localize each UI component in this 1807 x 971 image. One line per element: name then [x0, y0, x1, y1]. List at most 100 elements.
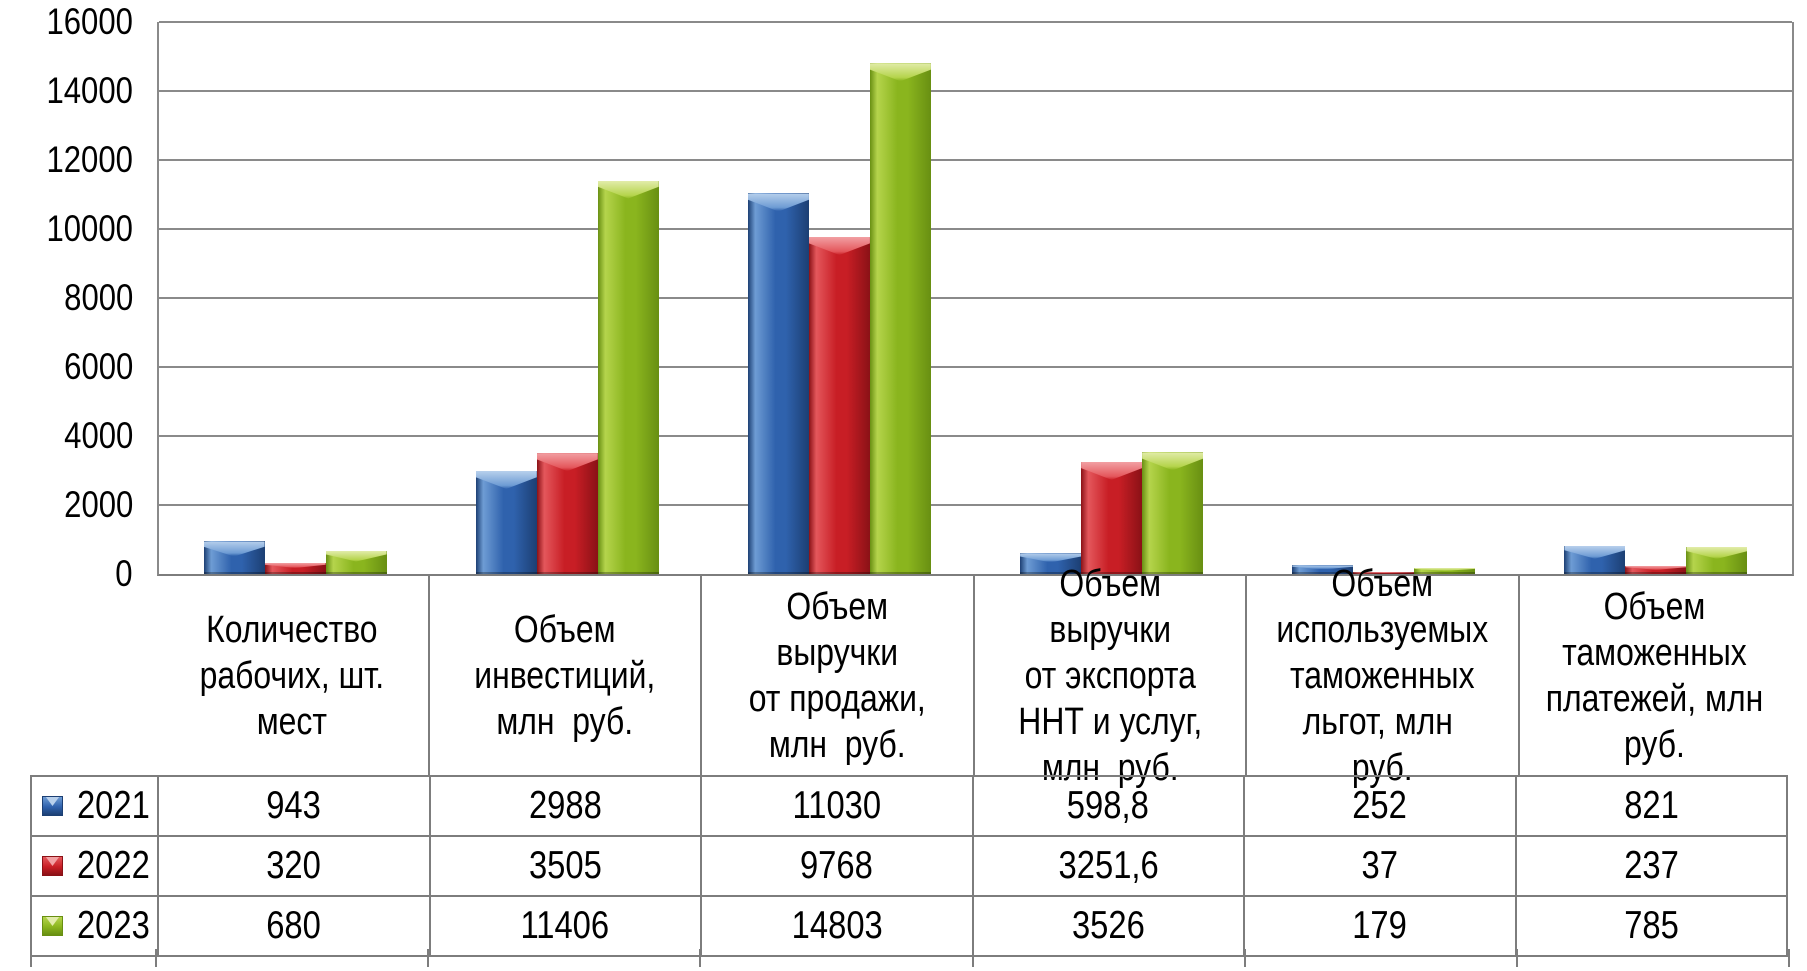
bar-2023-category-4	[1142, 452, 1204, 574]
bar-2022-category-5	[1353, 572, 1415, 574]
series-year-label: 2022	[76, 844, 150, 887]
value-cell: 943	[157, 777, 429, 835]
table-column-border-stub	[30, 949, 32, 967]
bar-gloss-cap	[1081, 461, 1143, 480]
gridline	[159, 228, 1792, 230]
value-cell: 3526	[971, 897, 1244, 955]
bar-2023-category-2	[597, 180, 659, 574]
gridline	[159, 504, 1792, 506]
legend-marker-icon	[42, 916, 63, 936]
bar-group	[1248, 22, 1520, 574]
bar-gloss-cap	[869, 63, 931, 82]
bar-2023-category-1	[325, 550, 387, 574]
gridline	[159, 159, 1792, 161]
plot-area	[157, 21, 1794, 576]
value-cell: 9768	[700, 837, 972, 895]
value-cell: 320	[157, 837, 429, 895]
gridline	[159, 297, 1792, 299]
bar-2021-category-3	[747, 193, 809, 574]
y-tick-label: 0	[115, 553, 133, 594]
category-label: Объем таможенных платежей, млн руб.	[1517, 576, 1791, 775]
legend-marker-icon	[42, 856, 63, 876]
y-tick-label: 4000	[63, 415, 133, 456]
series-year-label: 2021	[76, 784, 150, 827]
legend-marker-icon	[42, 796, 63, 816]
bar-2022-category-6	[1625, 565, 1687, 574]
gridline	[159, 21, 1792, 23]
series-year-cell: 2021	[32, 777, 157, 835]
series-year-cell: 2022	[32, 837, 157, 895]
bar-2023-category-3	[869, 63, 931, 574]
bar-gloss-cap	[475, 470, 537, 489]
value-cell: 598,8	[971, 777, 1244, 835]
gridline	[159, 90, 1792, 92]
category-label: Объем выручки от продажи, млн руб.	[700, 576, 973, 775]
bar-gloss-cap	[1292, 565, 1354, 570]
bar-2021-category-6	[1564, 545, 1626, 574]
y-tick-label: 6000	[63, 346, 133, 387]
bar-2021-category-4	[1020, 553, 1082, 574]
value-cell: 821	[1514, 777, 1787, 835]
bar-2022-category-3	[808, 237, 870, 574]
y-tick-label: 16000	[46, 1, 133, 42]
value-cell: 680	[157, 897, 429, 955]
bar-group	[159, 22, 431, 574]
y-tick-label: 10000	[46, 208, 133, 249]
series-year-cell: 2023	[32, 897, 157, 955]
value-cell: 11406	[428, 897, 701, 955]
bar-gloss-cap	[808, 237, 870, 256]
bar-group	[431, 22, 703, 574]
bar-2022-category-2	[536, 453, 598, 574]
series-year-label: 2023	[76, 904, 150, 947]
bar-gloss-cap	[1564, 545, 1626, 559]
y-axis: 0 2000 4000 6000 8000 10000 12000 14000 16000	[0, 0, 133, 640]
bar-gloss-cap	[1686, 546, 1748, 559]
category-label: Объем используемых таможенных льгот, млн…	[1245, 563, 1518, 789]
table-row: 2023 680 11406 14803 3526 179 785	[32, 895, 1786, 955]
table-column-border-stub	[1244, 949, 1246, 967]
gridline	[159, 366, 1792, 368]
bar-gloss-cap	[264, 562, 326, 568]
bar-gloss-cap	[325, 550, 387, 562]
bar-2022-category-4	[1081, 461, 1143, 574]
value-cell: 252	[1243, 777, 1515, 835]
bar-2023-category-6	[1686, 546, 1748, 574]
table-column-border-stub	[1788, 949, 1790, 967]
table-column-border-stub	[972, 949, 974, 967]
bar-group	[703, 22, 975, 574]
value-cell: 3505	[428, 837, 701, 895]
value-cell: 179	[1243, 897, 1515, 955]
bar-gloss-cap	[536, 453, 598, 472]
gridline	[159, 435, 1792, 437]
y-tick-label: 12000	[46, 139, 133, 180]
bar-2021-category-2	[475, 470, 537, 574]
y-tick-label: 2000	[63, 484, 133, 525]
category-label: Объем инвестиций, млн руб.	[427, 576, 701, 775]
y-tick-label: 8000	[63, 277, 133, 318]
category-label-row: Количество рабочих, шт. мест Объем инвест…	[157, 563, 1791, 789]
bar-2021-category-1	[203, 541, 265, 574]
value-cell: 11030	[700, 777, 972, 835]
y-tick-label: 14000	[46, 70, 133, 111]
bar-gloss-cap	[1353, 572, 1415, 573]
bar-2022-category-1	[264, 562, 326, 574]
bar-gloss-cap	[1020, 553, 1082, 563]
table-column-border-stub	[427, 949, 429, 967]
category-label: Объем выручки от экспорта ННТ и услуг, м…	[972, 563, 1246, 789]
table-row: 2021 943 2988 11030 598,8 252 821	[32, 777, 1786, 835]
bar-gloss-cap	[1625, 565, 1687, 570]
value-cell: 3251,6	[971, 837, 1244, 895]
data-table: 2021 943 2988 11030 598,8 252 821 2022 320 3505 97…	[30, 775, 1788, 957]
bar-gloss-cap	[597, 180, 659, 199]
table-column-border-stub	[1516, 949, 1518, 967]
value-cell: 237	[1514, 837, 1787, 895]
bar-2021-category-5	[1292, 565, 1354, 574]
value-cell: 2988	[428, 777, 701, 835]
table-row: 2022 320 3505 9768 3251,6 37 237	[32, 835, 1786, 895]
value-cell: 14803	[700, 897, 972, 955]
bar-gloss-cap	[747, 193, 809, 212]
bar-gloss-cap	[203, 541, 265, 557]
table-column-border-stub	[155, 949, 157, 967]
bars-layer	[159, 22, 1792, 574]
